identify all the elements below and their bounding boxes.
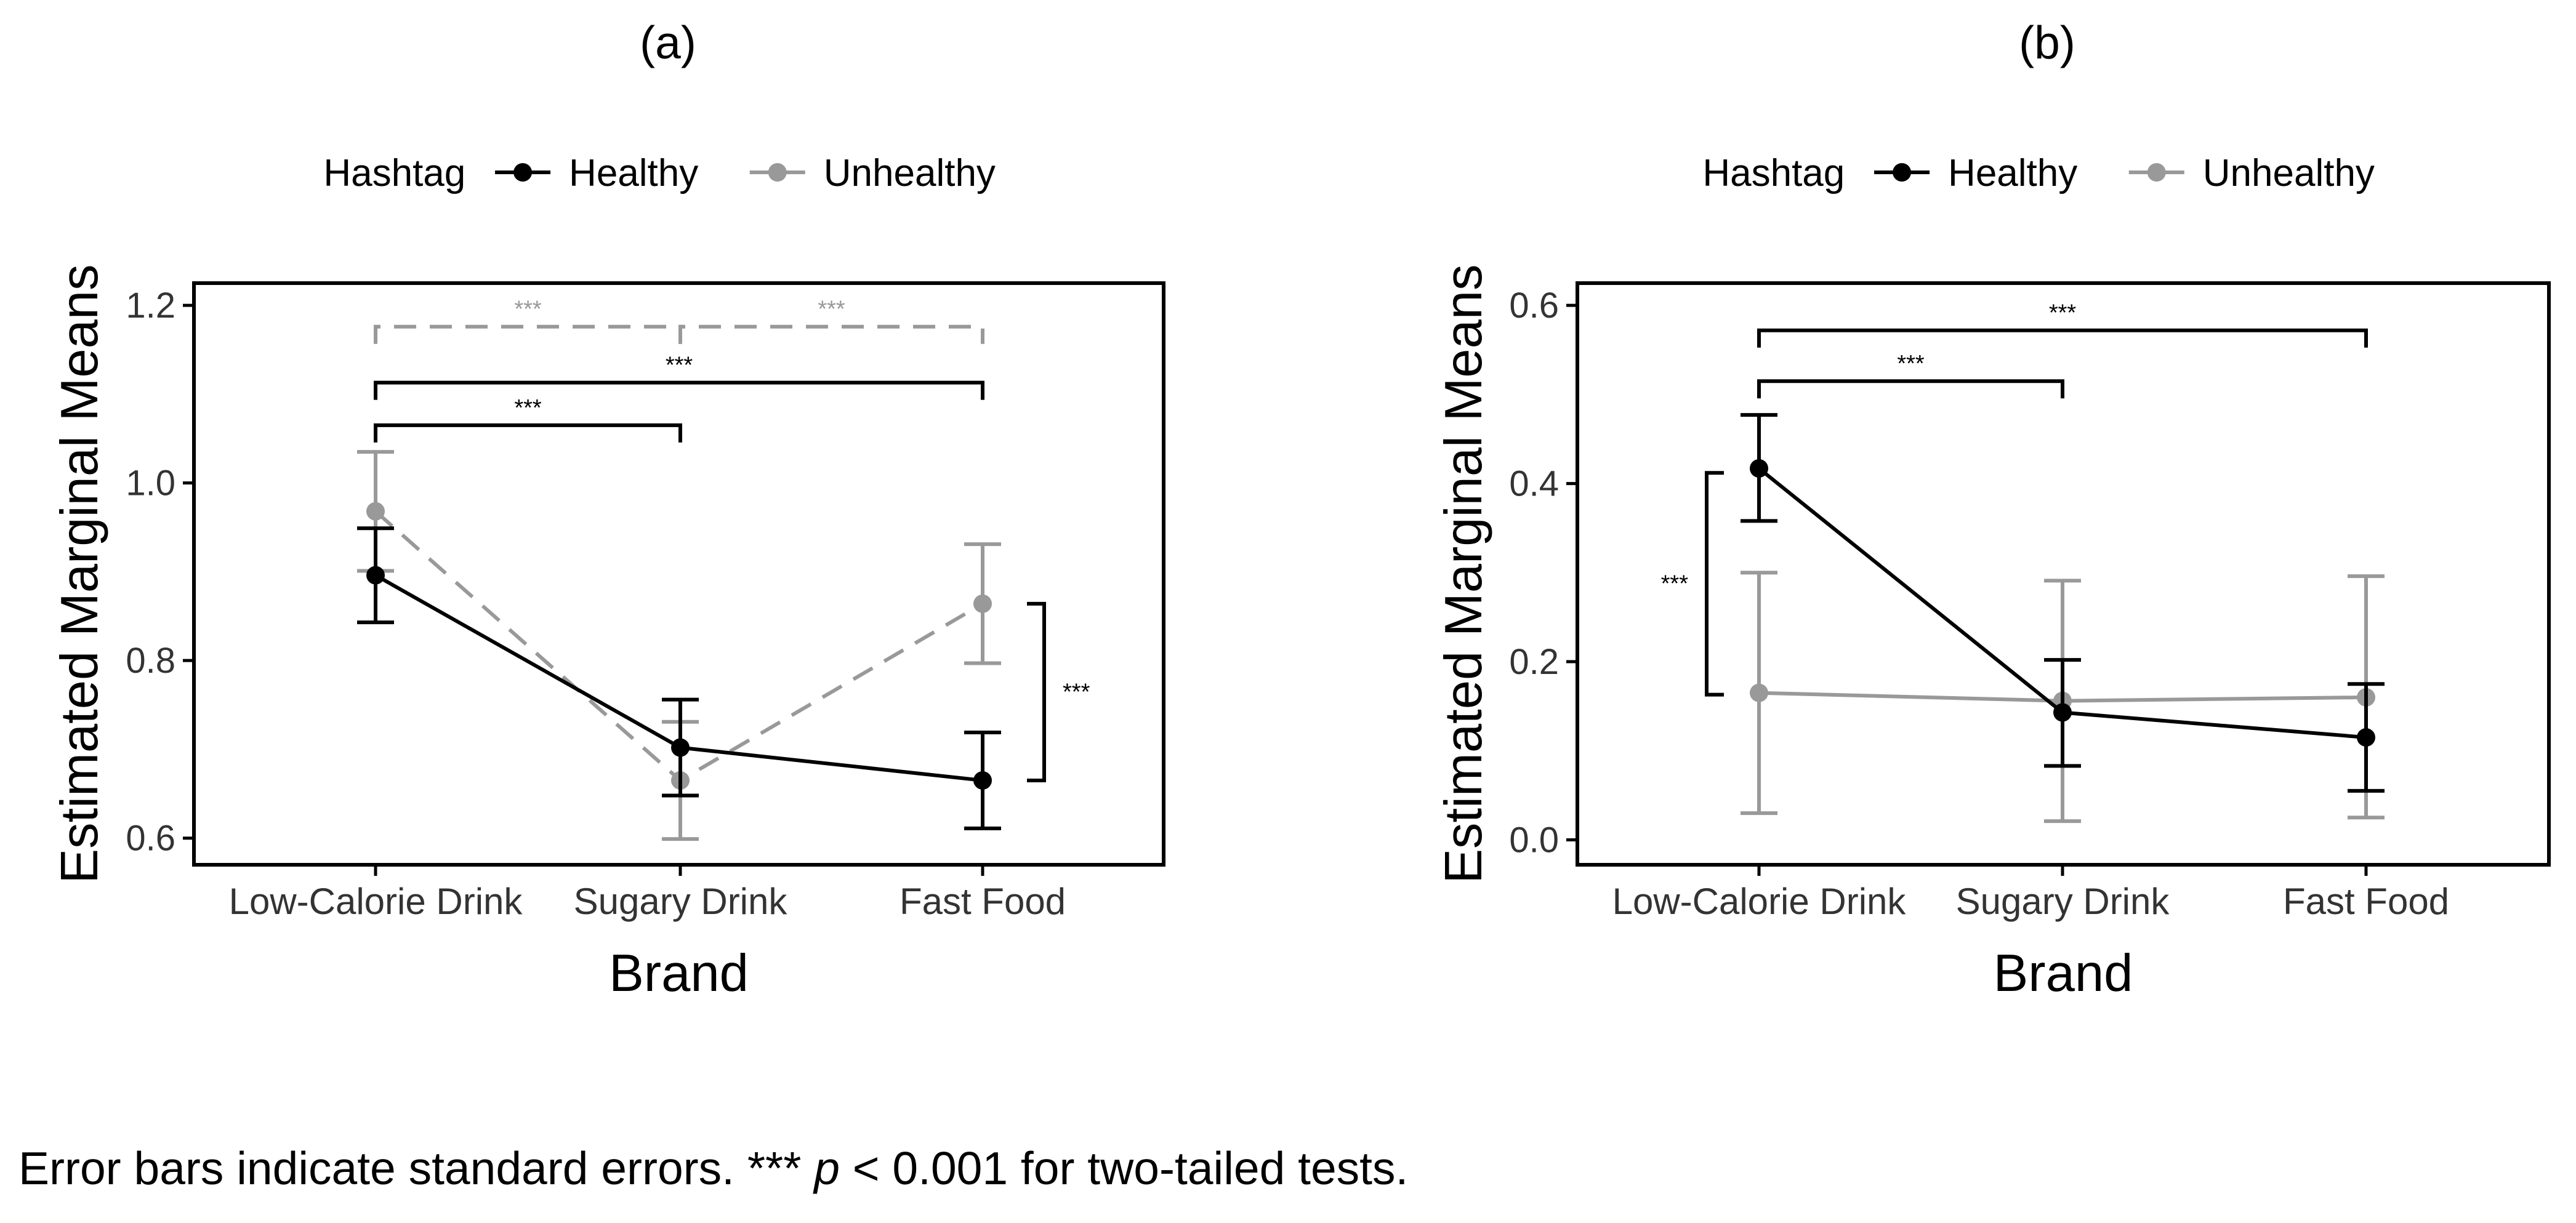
data-point xyxy=(1750,683,1768,702)
data-point xyxy=(973,594,992,613)
legend-key-healthy xyxy=(495,163,551,182)
x-tick-label: Sugary Drink xyxy=(574,881,788,922)
bracket-label: *** xyxy=(514,395,542,421)
significance-bracket: *** xyxy=(374,353,984,400)
x-tick-label: Low-Calorie Drink xyxy=(1612,881,1907,922)
chart-panel-b: (b) Hashtag Healthy Unhealthy 0.0 0.2 0.4 0.6 Lo… xyxy=(1435,17,2551,1003)
bracket-label: *** xyxy=(514,297,542,323)
bracket-label: *** xyxy=(818,297,845,323)
bracket-label: *** xyxy=(1063,679,1090,705)
y-tick-label: 0.0 xyxy=(1509,820,1559,860)
bracket-label: *** xyxy=(666,353,693,379)
legend: Hashtag Healthy Unhealthy xyxy=(1702,152,2375,194)
caption-p-symbol: p xyxy=(814,1142,840,1194)
series-healthy xyxy=(357,526,1001,830)
bracket-line xyxy=(1757,379,2064,399)
data-point xyxy=(1750,459,1768,478)
y-tick-label: 0.6 xyxy=(126,819,175,859)
y-tick-label: 0.4 xyxy=(1509,464,1559,504)
y-axis-title: Estimated Marginal Means xyxy=(1435,264,1493,883)
bracket-line xyxy=(374,380,984,400)
y-axis-title: Estimated Marginal Means xyxy=(50,264,109,883)
x-tick-label: Low-Calorie Drink xyxy=(229,881,523,922)
data-point xyxy=(2053,703,2072,722)
bracket-line xyxy=(678,324,984,344)
x-tick-label: Sugary Drink xyxy=(1956,881,2170,922)
bracket-label: *** xyxy=(1897,351,1925,377)
legend-key-point xyxy=(513,163,533,182)
legend-title: Hashtag xyxy=(323,152,465,194)
y-tick-label: 1.2 xyxy=(126,286,175,326)
legend-item-healthy: Healthy xyxy=(1948,152,2077,194)
legend-item-healthy: Healthy xyxy=(569,152,698,194)
significance-bracket: *** xyxy=(1661,471,1724,697)
panel-label: (b) xyxy=(2019,17,2075,68)
legend-item-unhealthy: Unhealthy xyxy=(824,152,996,194)
bracket-line xyxy=(1705,471,1724,697)
bracket-line xyxy=(374,324,682,344)
y-tick-label: 0.8 xyxy=(126,641,175,681)
data-point xyxy=(366,566,385,585)
bracket-line xyxy=(374,423,682,443)
series-healthy xyxy=(1741,413,2385,793)
y-tick-label: 1.0 xyxy=(126,463,175,503)
significance-bracket: *** xyxy=(1757,351,2064,399)
bracket-line xyxy=(1027,601,1046,782)
x-tick-label: Fast Food xyxy=(2283,881,2449,922)
panel-label: (a) xyxy=(640,17,696,68)
data-point xyxy=(671,738,690,757)
data-point xyxy=(2357,728,2375,747)
legend-item-unhealthy: Unhealthy xyxy=(2203,152,2375,194)
x-axis-title: Brand xyxy=(609,944,749,1003)
y-tick-label: 0.6 xyxy=(1509,286,1559,326)
legend: Hashtag Healthy Unhealthy xyxy=(323,152,996,194)
significance-bracket: *** xyxy=(374,297,682,344)
figure-caption: Error bars indicate standard errors. ***… xyxy=(18,1142,1408,1195)
caption-prefix: Error bars indicate standard errors. *** xyxy=(18,1142,815,1194)
bracket-label: *** xyxy=(2049,300,2077,326)
caption-suffix: < 0.001 for two-tailed tests. xyxy=(839,1142,1409,1194)
significance-bracket: *** xyxy=(374,395,682,443)
legend-key-point xyxy=(1893,163,1912,182)
x-axis-title: Brand xyxy=(1994,944,2133,1003)
legend-key-unhealthy xyxy=(749,163,805,182)
significance-bracket: *** xyxy=(1757,300,2368,348)
data-point xyxy=(973,771,992,790)
bracket-label: *** xyxy=(1661,571,1689,596)
significance-bracket: *** xyxy=(678,297,984,344)
chart-panel-a: (a) Hashtag Healthy Unhealthy 0.6 0.8 1.0 1.2 Lo… xyxy=(50,17,1165,1003)
x-tick-label: Fast Food xyxy=(900,881,1066,922)
legend-title: Hashtag xyxy=(1702,152,1845,194)
legend-key-point xyxy=(2147,163,2166,182)
significance-bracket: *** xyxy=(1027,601,1090,782)
data-point xyxy=(366,502,385,521)
legend-key-point xyxy=(768,163,787,182)
legend-key-healthy xyxy=(1874,163,1930,182)
bracket-line xyxy=(1757,328,2368,348)
legend-key-unhealthy xyxy=(2128,163,2184,182)
y-tick-label: 0.2 xyxy=(1509,642,1559,682)
